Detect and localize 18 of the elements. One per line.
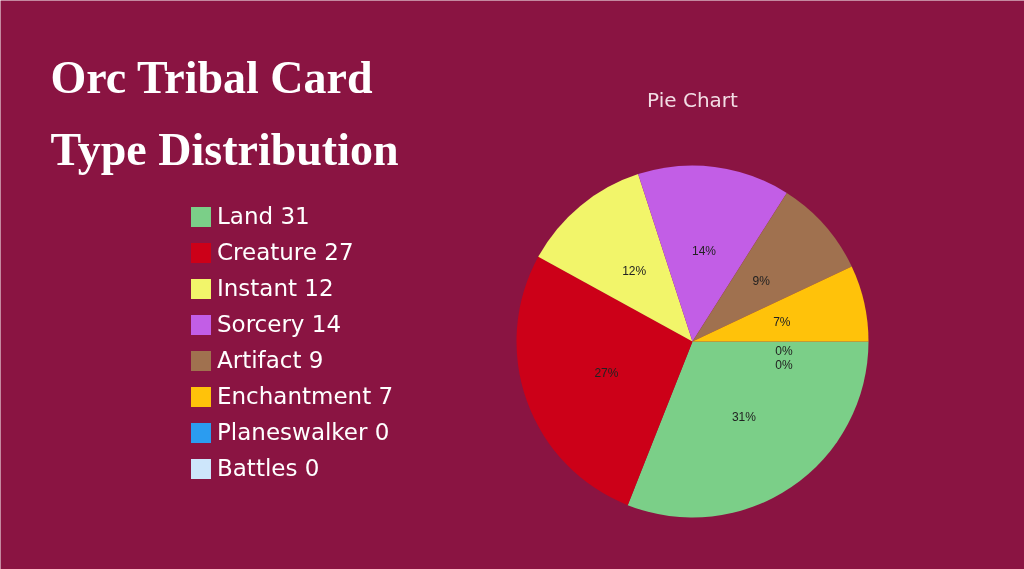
text: 0%	[775, 343, 793, 358]
data-label: 9%	[752, 273, 771, 288]
legend-label: Creature 27	[217, 239, 354, 265]
legend-label: Instant 12	[217, 275, 334, 301]
data-label: 31%	[731, 410, 757, 425]
data-label: 7%	[773, 314, 791, 329]
text: 0%	[775, 357, 793, 372]
data-label: 27%	[594, 365, 619, 380]
legend-label: Land 31	[217, 203, 310, 229]
legend-label: Artifact 9	[217, 347, 324, 373]
legend-label: Battles 0	[217, 455, 320, 481]
chart-subtitle: Pie Chart	[647, 87, 739, 112]
legend-label: Enchantment 7	[217, 383, 394, 409]
chart-title: Orc Tribal Card Type Distribution	[50, 52, 399, 175]
legend-label: Planeswalker 0	[217, 419, 390, 445]
data-label: 12%	[622, 263, 647, 278]
data-label: 14%	[691, 243, 717, 258]
legend-label: Sorcery 14	[217, 311, 342, 337]
